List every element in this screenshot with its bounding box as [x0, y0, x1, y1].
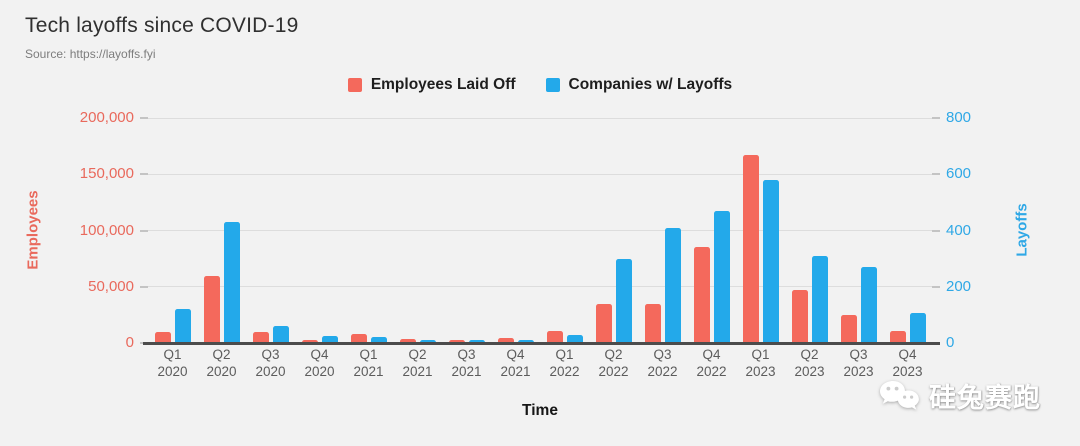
right-axis-tick-mark — [932, 173, 940, 176]
companies-bar-q4-2021 — [517, 339, 534, 343]
employees-bar-q3-2023 — [840, 314, 857, 343]
x-axis-category-label: Q3 2020 — [255, 347, 286, 379]
companies-bar-q1-2023 — [762, 179, 779, 343]
employees-bar-q1-2020 — [154, 332, 171, 343]
gridline — [148, 173, 932, 175]
gridline — [148, 286, 932, 288]
employees-bar-q2-2021 — [399, 338, 416, 343]
companies-bar-q2-2022 — [615, 258, 632, 343]
left-axis-tick-mark — [140, 229, 148, 232]
left-axis-tick-label: 200,000 — [79, 109, 134, 126]
employees-bar-q3-2022 — [644, 303, 661, 343]
legend: Employees Laid Off Companies w/ Layoffs — [148, 76, 932, 94]
legend-label: Companies w/ Layoffs — [568, 76, 733, 93]
legend-item-employees: Employees Laid Off — [347, 76, 516, 94]
x-axis-category-label: Q1 2020 — [157, 347, 188, 379]
right-axis-tick-label: 200 — [946, 277, 972, 295]
x-axis-category-label: Q3 2023 — [843, 347, 874, 379]
x-axis-category-label: Q4 2020 — [304, 347, 335, 379]
x-axis-category-label: Q2 2022 — [598, 347, 629, 379]
plot-area — [148, 117, 932, 343]
right-axis-tick-mark — [932, 117, 940, 119]
companies-bar-q4-2023 — [909, 313, 926, 343]
employees-bar-q1-2021 — [350, 334, 367, 343]
right-axis-tick-label: 800 — [946, 109, 972, 126]
companies-bar-q3-2022 — [664, 227, 681, 343]
x-axis-category-label: Q3 2022 — [647, 347, 678, 379]
employees-bar-q2-2023 — [791, 290, 808, 343]
right-axis-tick-label: 0 — [946, 334, 955, 351]
x-axis-category-label: Q4 2022 — [696, 347, 727, 379]
left-axis-tick-label: 100,000 — [79, 221, 134, 239]
x-axis-category-label: Q4 2021 — [500, 347, 531, 379]
right-axis-tick-label: 400 — [946, 221, 972, 239]
employees-bar-q4-2023 — [889, 330, 906, 343]
employees-bar-q2-2020 — [203, 275, 220, 343]
x-axis-category-label: Q2 2020 — [206, 347, 237, 379]
companies-bar-q3-2023 — [860, 267, 877, 343]
employees-bar-q1-2023 — [742, 155, 759, 343]
employees-bar-q4-2022 — [693, 247, 710, 343]
x-axis-baseline — [143, 342, 940, 345]
companies-bar-q3-2021 — [468, 339, 485, 343]
left-axis-tick-label: 0 — [125, 334, 134, 351]
companies-bar-q1-2020 — [174, 309, 191, 343]
employees-bar-q4-2021 — [497, 337, 514, 343]
gridline — [148, 230, 932, 231]
companies-bar-q2-2020 — [223, 222, 240, 343]
left-axis-tick-label: 50,000 — [88, 277, 134, 295]
x-axis-category-label: Q1 2023 — [745, 347, 776, 379]
x-axis-title: Time — [522, 402, 558, 419]
employees-bar-q2-2022 — [595, 303, 612, 343]
x-axis-category-label: Q4 2023 — [892, 347, 923, 379]
employees-bar-q4-2020 — [301, 340, 318, 343]
watermark-text: 硅兔赛跑 — [929, 382, 1041, 413]
left-axis-tick-label: 150,000 — [79, 165, 134, 183]
x-axis-category-label: Q1 2022 — [549, 347, 580, 379]
companies-bar-q2-2023 — [811, 255, 828, 343]
x-axis-category-label: Q1 2021 — [353, 347, 384, 379]
companies-bar-q4-2022 — [713, 210, 730, 343]
employees-bar-q3-2021 — [448, 339, 465, 343]
companies-bar-q1-2021 — [370, 337, 387, 343]
wechat-icon — [880, 381, 919, 410]
legend-label: Employees Laid Off — [370, 76, 516, 93]
left-axis-tick-mark — [140, 285, 148, 288]
left-axis-tick-mark — [140, 117, 148, 119]
companies-bar-q3-2020 — [272, 326, 289, 343]
companies-bar-q2-2021 — [419, 340, 436, 343]
employees-bar-q3-2020 — [252, 331, 269, 343]
x-axis-category-label: Q2 2023 — [794, 347, 825, 379]
legend-swatch-0 — [347, 78, 362, 92]
page-title: Tech layoffs since COVID-19 — [25, 14, 299, 37]
gridline — [148, 117, 932, 119]
x-axis-category-label: Q3 2021 — [451, 347, 482, 379]
companies-bar-q1-2022 — [566, 334, 583, 343]
legend-item-companies: Companies w/ Layoffs — [545, 76, 733, 94]
legend-swatch-1 — [545, 78, 560, 92]
x-axis-category-label: Q2 2021 — [402, 347, 433, 379]
employees-bar-q1-2022 — [546, 330, 563, 343]
right-axis-tick-mark — [932, 229, 940, 232]
source-link-text: Source: https://layoffs.fyi — [25, 47, 156, 61]
watermark: 硅兔赛跑 — [876, 375, 1041, 415]
right-axis-tick-mark — [932, 285, 940, 288]
left-axis-tick-mark — [140, 173, 148, 176]
companies-bar-q4-2020 — [321, 335, 338, 343]
right-axis-tick-label: 600 — [946, 165, 972, 183]
